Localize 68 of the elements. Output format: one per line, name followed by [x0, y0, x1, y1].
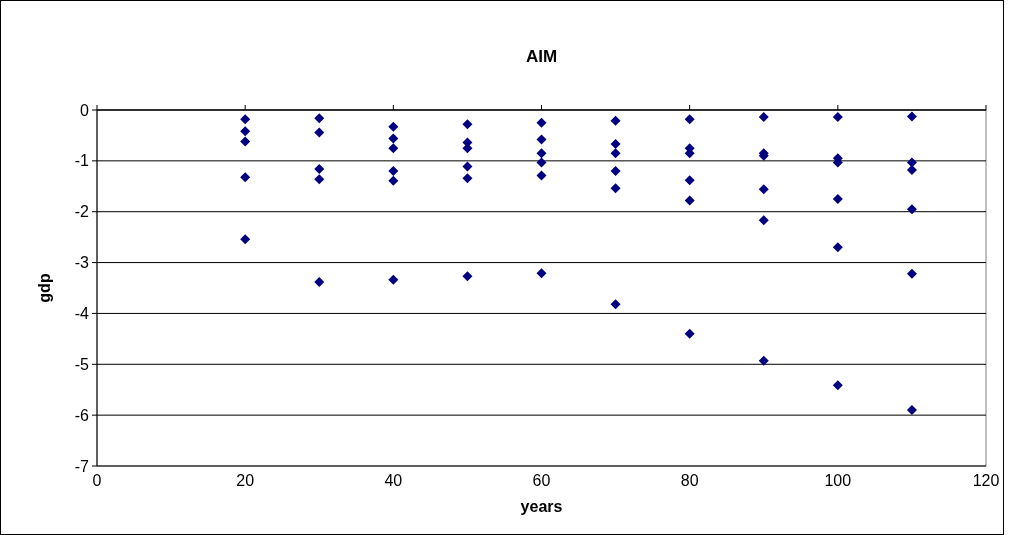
point	[684, 114, 695, 125]
point	[610, 299, 621, 310]
point	[610, 139, 621, 150]
point	[906, 405, 917, 416]
x-tick-label: 80	[680, 472, 699, 489]
point	[388, 143, 399, 154]
point	[462, 173, 473, 184]
point	[906, 204, 917, 215]
x-axis-title: years	[520, 498, 563, 515]
point	[610, 148, 621, 159]
point	[758, 215, 769, 226]
point	[462, 161, 473, 172]
x-tick-label: 60	[532, 472, 551, 489]
point	[906, 111, 917, 122]
point	[684, 175, 695, 186]
chart-title: AIM	[525, 47, 558, 66]
point	[906, 157, 917, 168]
point	[240, 172, 251, 183]
x-tick-label: 0	[92, 472, 102, 489]
point	[462, 271, 473, 282]
point	[314, 163, 325, 174]
point	[388, 121, 399, 132]
point	[388, 166, 399, 177]
point	[536, 170, 547, 181]
point	[684, 328, 695, 339]
x-tick-label: 40	[384, 472, 403, 489]
point	[388, 274, 399, 285]
point	[758, 112, 769, 123]
point	[240, 136, 251, 147]
point	[832, 380, 843, 391]
point	[314, 127, 325, 138]
point	[388, 175, 399, 186]
point	[758, 355, 769, 366]
point	[758, 184, 769, 195]
y-axis-title: gdp	[36, 273, 53, 303]
point	[314, 174, 325, 185]
point	[536, 148, 547, 159]
point	[240, 234, 251, 245]
point	[536, 134, 547, 145]
point	[610, 115, 621, 126]
point	[610, 183, 621, 194]
x-tick-label: 20	[236, 472, 255, 489]
point	[388, 133, 399, 144]
y-tick-label: -1	[74, 152, 90, 170]
point	[832, 194, 843, 204]
point	[314, 276, 325, 287]
point	[536, 157, 547, 168]
y-tick-label: -5	[74, 355, 90, 373]
point	[462, 119, 473, 130]
point	[832, 242, 843, 253]
x-tick-label: 100	[824, 472, 852, 489]
y-tick-label: -3	[74, 254, 90, 272]
point	[610, 166, 621, 177]
point	[832, 112, 843, 123]
point	[536, 268, 547, 279]
point	[536, 117, 547, 128]
x-tick-label: 120	[972, 472, 1000, 489]
point	[906, 165, 917, 176]
point	[906, 268, 917, 279]
point	[240, 126, 251, 137]
point	[314, 113, 325, 124]
y-tick-label: -2	[74, 203, 90, 221]
point	[684, 195, 695, 206]
y-tick-label: -4	[74, 305, 90, 323]
y-tick-label: -7	[74, 457, 90, 475]
y-tick-label: -6	[74, 406, 90, 424]
y-tick-label: 0	[80, 101, 90, 119]
point	[240, 114, 251, 125]
